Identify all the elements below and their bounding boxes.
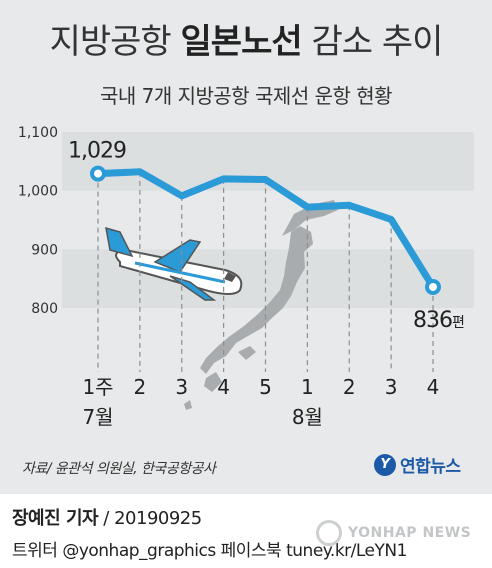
x-tick-label: 3	[175, 375, 188, 399]
data-label: 1,029	[68, 139, 126, 164]
y-tick-label: 800	[31, 301, 58, 317]
month-label: 7월	[82, 405, 113, 429]
page-title: 지방공항 일본노선 감소 추이	[0, 14, 492, 63]
logo-text: 연합뉴스	[400, 457, 461, 477]
title-part-1: 지방공항	[49, 22, 172, 62]
watermark-text: YONHAP NEWS	[348, 525, 472, 541]
series-line	[94, 168, 437, 291]
chart-subtitle: 국내 7개 지방공항 국제선 운항 현황	[99, 84, 393, 108]
reporter-name: 장예진 기자	[12, 508, 99, 529]
line-chart: 800 900 1,000 1,100 1,029 836편 1주 2 3 4 5 1 2 3 4 7월 8…	[18, 125, 474, 429]
data-label-unit: 편	[452, 315, 464, 331]
footer-credit: 장예진 기자 / 20190925	[12, 504, 202, 530]
title-part-3: 감소 추이	[311, 22, 443, 62]
y-tick-label: 1,000	[18, 184, 58, 200]
source-note: 자료/ 윤관석 의원실, 한국공항공사	[22, 461, 216, 477]
data-point	[90, 165, 106, 182]
airplane-icon	[105, 226, 243, 301]
y-tick-label: 1,100	[18, 125, 58, 141]
x-tick-label: 1	[301, 375, 314, 399]
x-tick-label: 3	[385, 375, 398, 399]
x-tick-label: 2	[134, 375, 147, 399]
x-tick-label: 4	[217, 375, 230, 399]
publish-date: / 20190925	[98, 508, 202, 529]
month-label: 8월	[292, 405, 323, 429]
title-part-2: 일본노선	[180, 22, 303, 62]
y-tick-label: 900	[31, 242, 58, 258]
data-point	[425, 278, 441, 295]
yonhap-logo-icon: Y	[374, 453, 396, 476]
x-tick-label: 4	[427, 375, 440, 399]
yonhap-logo: Y 연합뉴스	[374, 452, 461, 477]
x-tick-label: 2	[343, 375, 356, 399]
data-label: 836편	[413, 308, 464, 333]
watermark: YONHAP NEWS	[316, 520, 471, 546]
watermark-icon	[316, 520, 342, 546]
footer-social: 트위터 @yonhap_graphics 페이스북 tuney.kr/LeYN1	[12, 541, 407, 561]
japan-map-icon	[184, 200, 338, 410]
x-tick-label: 1주	[82, 375, 113, 399]
x-tick-label: 5	[259, 375, 272, 399]
